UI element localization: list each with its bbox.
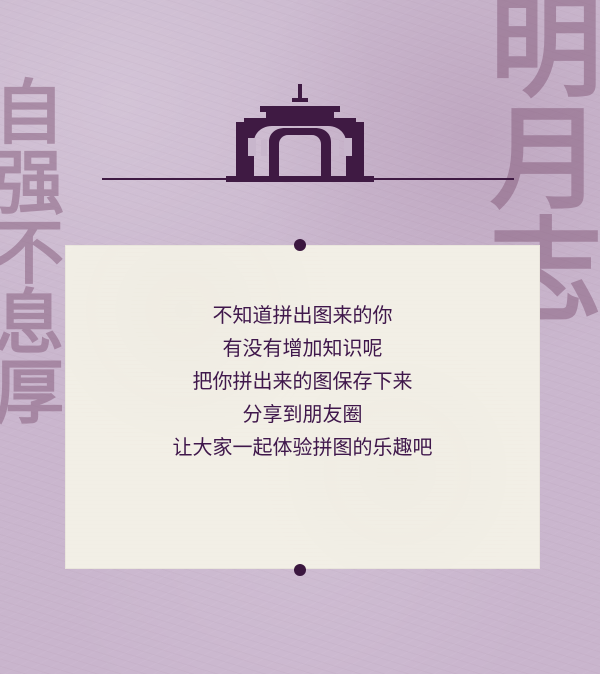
- left-calligraphy-background: 自 强 不 息 厚: [0, 71, 64, 434]
- top-divider-line: [102, 178, 514, 180]
- bottom-dot-marker: [294, 564, 306, 576]
- message-text-block: 不知道拼出图来的你 有没有增加知识呢 把你拼出来的图保存下来 分享到朋友圈 让大…: [65, 299, 540, 464]
- message-line-2: 有没有增加知识呢: [222, 336, 383, 360]
- university-gate-illustration: [226, 84, 374, 182]
- message-line-3: 把你拼出来的图保存下来: [192, 369, 413, 393]
- message-line-1: 不知道拼出图来的你: [212, 303, 393, 327]
- message-line-5: 让大家一起体验拼图的乐趣吧: [172, 435, 433, 459]
- message-card: 不知道拼出图来的你 有没有增加知识呢 把你拼出来的图保存下来 分享到朋友圈 让大…: [65, 245, 540, 569]
- gate-icon: [226, 84, 374, 182]
- message-line-4: 分享到朋友圈: [242, 402, 363, 426]
- top-dot-marker: [294, 239, 306, 251]
